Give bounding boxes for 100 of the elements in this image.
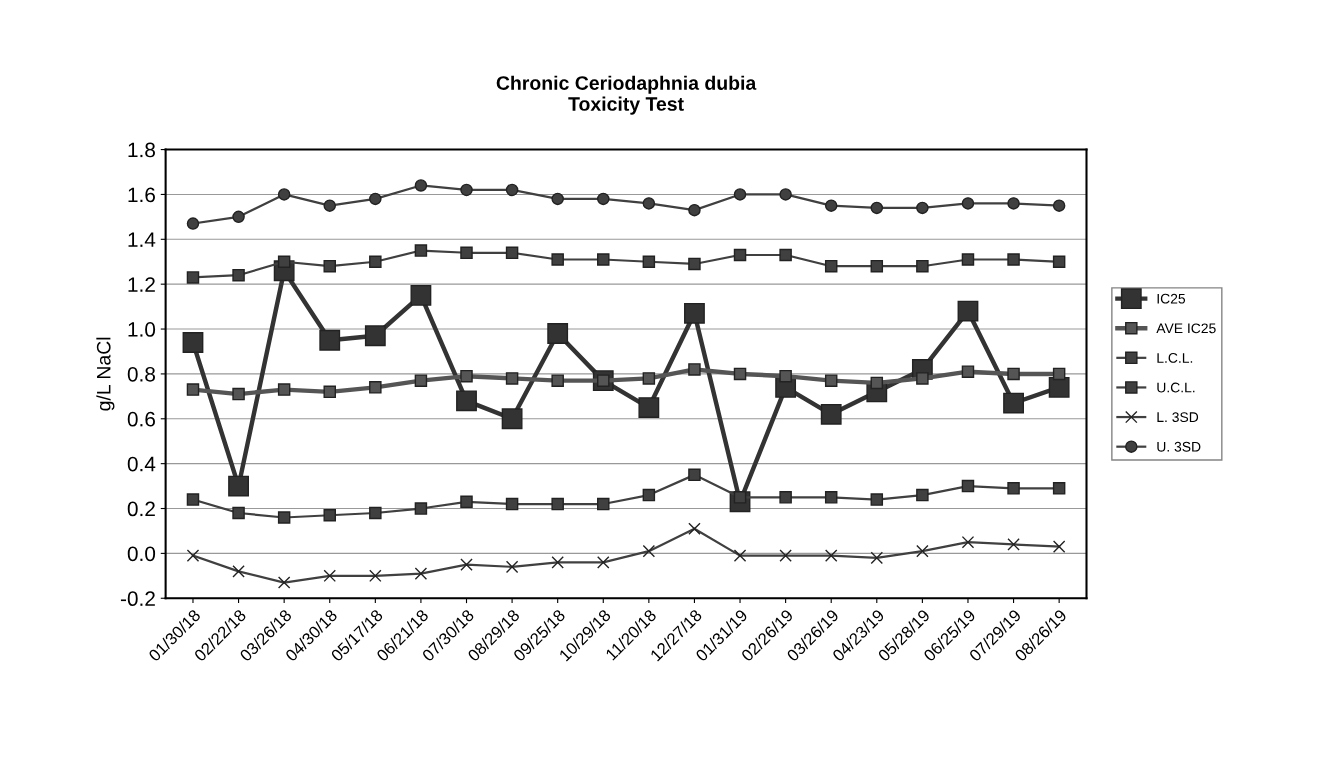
point — [460, 558, 473, 571]
point — [733, 549, 747, 562]
point — [369, 192, 382, 206]
point — [460, 183, 473, 197]
point — [505, 372, 519, 385]
point — [961, 197, 975, 210]
point — [501, 408, 523, 430]
point — [319, 329, 341, 351]
point — [414, 502, 428, 515]
point — [232, 210, 245, 224]
legend-label: AVE IC25 — [1156, 323, 1216, 334]
point — [688, 257, 701, 271]
point — [277, 576, 291, 589]
point — [369, 381, 382, 394]
point — [1048, 376, 1070, 398]
point — [688, 363, 701, 376]
point — [551, 253, 564, 266]
point — [1007, 538, 1020, 551]
point — [870, 551, 884, 565]
point — [364, 325, 386, 347]
legend-label: IC25 — [1157, 293, 1186, 304]
point — [323, 569, 336, 583]
point — [916, 201, 929, 215]
point — [961, 253, 975, 266]
legend-label: L. 3SD — [1157, 412, 1199, 423]
point — [182, 332, 204, 353]
legend-label: U. 3SD — [1157, 441, 1201, 452]
point — [1007, 482, 1020, 495]
point — [1007, 197, 1020, 210]
point — [870, 201, 884, 215]
point — [460, 246, 473, 260]
point — [870, 376, 884, 390]
point — [916, 372, 929, 385]
point — [228, 475, 249, 497]
point — [414, 374, 428, 387]
point — [642, 197, 656, 210]
point — [642, 372, 656, 385]
point — [870, 493, 884, 506]
y-axis-title: g/L NaCl — [96, 337, 115, 411]
y-tick-label: 1.8 — [128, 142, 155, 158]
point — [870, 259, 884, 273]
point — [779, 369, 792, 383]
point — [547, 323, 569, 344]
point — [961, 365, 975, 378]
point — [232, 506, 245, 520]
point — [733, 248, 747, 262]
point — [414, 567, 428, 580]
point — [688, 468, 701, 482]
point — [961, 479, 975, 493]
point — [1052, 540, 1066, 553]
point — [824, 491, 838, 504]
y-tick-label: 0.6 — [127, 411, 155, 427]
point — [551, 497, 564, 511]
point — [186, 383, 200, 396]
point — [916, 259, 929, 273]
point — [642, 255, 656, 268]
point — [824, 199, 838, 212]
point — [957, 300, 979, 322]
point — [684, 302, 705, 324]
point — [824, 374, 838, 387]
point — [277, 383, 291, 396]
point — [597, 253, 610, 266]
y-tick-label: 0.8 — [127, 366, 155, 382]
y-tick-label: 1.4 — [128, 232, 156, 247]
point — [916, 544, 929, 558]
point — [597, 192, 610, 206]
point — [323, 385, 336, 399]
point — [1003, 392, 1024, 414]
point — [232, 565, 245, 578]
point — [779, 491, 792, 504]
point — [824, 549, 838, 562]
point — [551, 192, 564, 206]
point — [186, 217, 200, 230]
point — [551, 374, 564, 387]
y-tick-label: 0.2 — [127, 501, 155, 517]
point — [916, 488, 929, 502]
point — [323, 259, 336, 273]
point — [1052, 199, 1066, 212]
point — [277, 188, 291, 201]
point — [638, 397, 660, 418]
legend-label: U.C.L. — [1157, 382, 1195, 393]
point — [1052, 367, 1066, 381]
point — [186, 493, 200, 506]
point — [505, 560, 519, 574]
point — [505, 246, 519, 260]
point — [779, 248, 792, 262]
point — [505, 183, 519, 197]
point — [1052, 255, 1066, 268]
point — [733, 367, 747, 381]
y-tick-label: -0.2 — [120, 591, 155, 607]
point — [688, 203, 701, 217]
point — [642, 544, 656, 558]
point — [1007, 253, 1020, 266]
point — [410, 284, 432, 306]
point — [733, 188, 747, 201]
point — [1007, 367, 1020, 381]
point — [688, 522, 701, 535]
chart-title: Chronic Ceriodaphnia dubia Toxicity Test — [496, 75, 757, 115]
point — [456, 390, 477, 412]
point — [186, 549, 200, 562]
